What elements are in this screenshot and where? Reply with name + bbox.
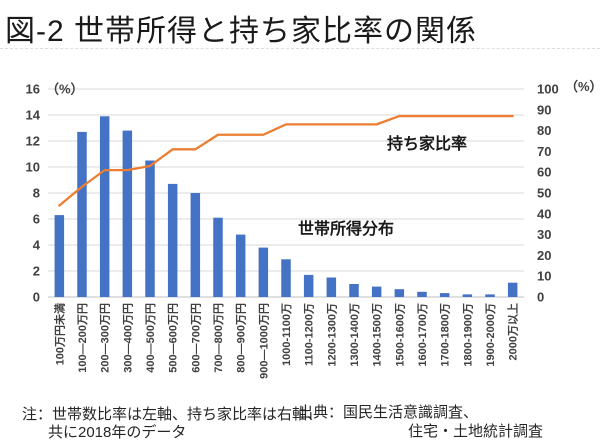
right-axis-tick: 30 — [537, 227, 551, 242]
title-divider — [0, 48, 600, 49]
left-axis-tick: 6 — [33, 212, 40, 227]
bar-series-label: 世帯所得分布 — [298, 219, 394, 238]
x-axis-label: 100—200万円 — [76, 303, 89, 373]
line-series-label: 持ち家比率 — [387, 134, 467, 153]
income-bar — [485, 294, 495, 297]
left-axis-tick: 8 — [33, 186, 40, 201]
x-axis-label: 300—400万円 — [121, 303, 134, 373]
left-axis-tick: 0 — [33, 290, 40, 305]
income-bar — [462, 294, 473, 297]
income-bar — [507, 282, 518, 297]
x-axis-label: 1500-1600万 — [393, 303, 406, 367]
left-axis-tick: 2 — [33, 264, 40, 279]
right-axis-tick: 90 — [537, 102, 551, 117]
x-axis-label: 400—500万円 — [144, 303, 157, 373]
footnote-axes-line2: 共に2018年のデータ — [48, 424, 187, 441]
x-axis-label: 700—800万円 — [212, 303, 225, 373]
x-axis-label: 1800-1900万 — [461, 303, 474, 367]
income-bar — [394, 289, 405, 297]
x-axis-label: 200—300万円 — [99, 303, 112, 373]
x-axis-label: 100万円未満 — [52, 303, 66, 365]
income-bar — [281, 259, 291, 297]
income-bar — [54, 215, 65, 297]
x-axis-label: 500—600万円 — [167, 303, 180, 373]
left-axis-tick: 16 — [26, 82, 40, 97]
left-axis-tick: 10 — [26, 160, 40, 175]
income-bar — [258, 247, 269, 297]
right-axis-tick: 60 — [537, 165, 551, 180]
x-axis-label: 1300-1400万 — [348, 303, 361, 367]
right-axis-tick: 10 — [537, 269, 551, 284]
x-axis-label: 1600-1700万 — [416, 303, 429, 367]
income-bar — [167, 183, 178, 297]
income-bar — [145, 160, 155, 297]
left-axis-unit: （%） — [46, 82, 84, 97]
chart-title: 図-2 世帯所得と持ち家比率の関係 — [5, 15, 478, 48]
right-axis-tick: 50 — [537, 186, 551, 201]
income-bar — [326, 277, 337, 297]
income-bar — [349, 284, 359, 297]
ownership-rate-line — [58, 114, 514, 207]
income-bar — [122, 130, 133, 297]
left-axis-tick: 4 — [33, 238, 41, 253]
income-bar — [235, 234, 246, 297]
footnote-source-line2: 住宅・土地統計調査 — [408, 423, 544, 440]
x-axis-label: 2000万以上 — [506, 303, 520, 360]
x-axis-label: 900—1000万円 — [257, 303, 270, 379]
income-bar — [99, 116, 110, 297]
income-bar — [371, 286, 382, 297]
income-bar — [77, 131, 87, 297]
income-bar — [190, 193, 201, 297]
x-axis-label: 600—700万円 — [189, 303, 202, 373]
income-bar — [213, 217, 223, 297]
right-axis-unit: （%） — [565, 79, 600, 94]
right-axis-tick: 0 — [537, 290, 544, 305]
x-axis-label: 1000-1100万 — [280, 303, 293, 366]
footnote-source-line1: 出典：国民生活意識調査、 — [298, 404, 479, 421]
income-bar — [439, 293, 450, 297]
footnote-axes-line1: 注：世帯数比率は左軸、持ち家比率は右軸、 — [22, 406, 323, 423]
right-axis-tick: 100 — [537, 82, 559, 97]
x-axis-label: 1700-1800万 — [439, 303, 452, 367]
x-axis-label: 1900-2000万 — [484, 303, 497, 367]
x-axis-label: 1400-1500万 — [371, 303, 384, 367]
x-axis-label: 1200-1300万 — [325, 303, 338, 367]
x-axis-label: 800—900万円 — [235, 303, 248, 373]
right-axis-tick: 20 — [537, 248, 551, 263]
x-axis-label: 1100-1200万 — [303, 303, 316, 366]
income-bar — [417, 291, 427, 297]
left-axis-tick: 14 — [26, 108, 41, 123]
left-axis-tick: 12 — [26, 134, 40, 149]
income-bar — [303, 274, 314, 297]
right-axis-tick: 80 — [537, 123, 551, 138]
right-axis-tick: 70 — [537, 144, 551, 159]
right-axis-tick: 40 — [537, 206, 551, 221]
